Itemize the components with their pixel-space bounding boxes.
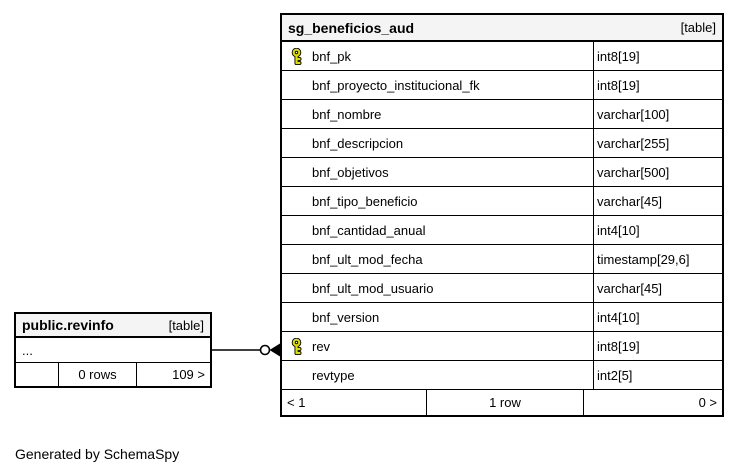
column-row: revtype int2[5] xyxy=(282,361,722,390)
column-name: bnf_descripcion xyxy=(312,135,404,151)
primary-key-icon xyxy=(291,47,312,65)
column-type: int2[5] xyxy=(597,367,633,383)
column-name: bnf_tipo_beneficio xyxy=(312,193,418,209)
column-row: bnf_nombre varchar[100] xyxy=(282,100,722,129)
column-type: varchar[100] xyxy=(597,106,670,122)
primary-key-icon xyxy=(291,280,312,297)
column-type-cell: varchar[45] xyxy=(593,274,722,302)
column-row: bnf_ult_mod_usuario varchar[45] xyxy=(282,274,722,303)
column-type: int4[10] xyxy=(597,222,640,238)
column-name-cell: bnf_nombre xyxy=(282,100,593,128)
column-type-cell: int8[19] xyxy=(593,332,722,360)
column-row: bnf_proyecto_institucional_fk int8[19] xyxy=(282,71,722,100)
column-row: bnf_version int4[10] xyxy=(282,303,722,332)
main-table-header: sg_beneficios_aud [table] xyxy=(282,15,722,42)
column-row: bnf_tipo_beneficio varchar[45] xyxy=(282,187,722,216)
rel-footer-row-count: 0 rows xyxy=(59,363,137,386)
primary-key-icon xyxy=(291,222,312,239)
column-name: bnf_objetivos xyxy=(312,164,389,180)
column-name-cell: bnf_cantidad_anual xyxy=(282,216,593,244)
rel-table-title[interactable]: public.revinfo xyxy=(22,317,114,333)
column-name: bnf_nombre xyxy=(312,106,382,122)
table-sg-beneficios-aud: sg_beneficios_aud [table] xyxy=(280,13,724,417)
column-type-cell: varchar[255] xyxy=(593,129,722,157)
main-footer-row-count: 1 row xyxy=(427,390,584,415)
column-type-cell: int8[19] xyxy=(593,71,722,99)
column-name-cell: bnf_pk xyxy=(282,42,593,70)
column-type: int4[10] xyxy=(597,309,640,325)
column-name-cell: bnf_descripcion xyxy=(282,129,593,157)
zero-or-one-circle xyxy=(259,344,271,356)
column-type-cell: int4[10] xyxy=(593,303,722,331)
column-type: varchar[45] xyxy=(597,193,663,209)
primary-key-icon xyxy=(291,164,312,181)
rel-table-type-tag: [table] xyxy=(168,317,204,333)
column-name-cell: bnf_objetivos xyxy=(282,158,593,186)
main-table-rows: bnf_pk int8[19] xyxy=(282,42,722,390)
column-name-cell: bnf_tipo_beneficio xyxy=(282,187,593,215)
column-name: bnf_pk xyxy=(312,48,352,64)
ellipsis-indicator: ... xyxy=(22,342,33,358)
column-row: bnf_objetivos varchar[500] xyxy=(282,158,722,187)
column-name-cell: bnf_ult_mod_fecha xyxy=(282,245,593,273)
column-type: int8[19] xyxy=(597,77,640,93)
fk-relationship-connector xyxy=(212,343,280,357)
column-name: bnf_proyecto_institucional_fk xyxy=(312,77,480,93)
column-name-cell: revtype xyxy=(282,361,593,389)
column-name-cell: bnf_ult_mod_usuario xyxy=(282,274,593,302)
column-name: bnf_version xyxy=(312,309,380,325)
primary-key-icon xyxy=(291,367,312,384)
main-table-type-tag: [table] xyxy=(680,20,716,35)
rel-table-collapsed-columns: ... xyxy=(16,338,210,363)
column-type-cell: varchar[100] xyxy=(593,100,722,128)
column-name: rev xyxy=(312,338,331,354)
column-type: int8[19] xyxy=(597,48,640,64)
column-row: bnf_ult_mod_fecha timestamp[29,6] xyxy=(282,245,722,274)
column-type-cell: timestamp[29,6] xyxy=(593,245,722,273)
column-name-cell: bnf_proyecto_institucional_fk xyxy=(282,71,593,99)
primary-key-icon xyxy=(291,193,312,210)
column-type-cell: int8[19] xyxy=(593,42,722,70)
column-name-cell: bnf_version xyxy=(282,303,593,331)
arrowhead-icon xyxy=(269,343,280,357)
rel-footer-parents-indicator: 109 > xyxy=(172,367,205,382)
rel-footer-children-indicator xyxy=(16,363,59,386)
rel-table-footer: 0 rows 109 > xyxy=(16,363,210,386)
column-name: bnf_cantidad_anual xyxy=(312,222,426,238)
primary-key-icon xyxy=(291,251,312,268)
column-type: int8[19] xyxy=(597,338,640,354)
column-type-cell: int4[10] xyxy=(593,216,722,244)
column-name-cell: rev xyxy=(282,332,593,360)
column-type: varchar[45] xyxy=(597,280,663,296)
primary-key-icon xyxy=(291,135,312,152)
primary-key-icon xyxy=(291,77,312,94)
table-public-revinfo: public.revinfo [table] ... 0 rows 109 > xyxy=(14,312,212,388)
main-table-footer: < 1 1 row 0 > xyxy=(282,390,722,415)
column-row: bnf_descripcion varchar[255] xyxy=(282,129,722,158)
column-type-cell: varchar[45] xyxy=(593,187,722,215)
primary-key-icon xyxy=(291,309,312,326)
column-row: bnf_cantidad_anual int4[10] xyxy=(282,216,722,245)
column-name: revtype xyxy=(312,367,355,383)
generated-by-note: Generated by SchemaSpy xyxy=(15,446,180,462)
main-footer-children-indicator: < 1 xyxy=(282,390,427,415)
column-name: bnf_ult_mod_usuario xyxy=(312,280,434,296)
main-footer-parents-indicator: 0 > xyxy=(698,395,717,410)
column-row: rev int8[19] xyxy=(282,332,722,361)
column-type-cell: varchar[500] xyxy=(593,158,722,186)
column-type: timestamp[29,6] xyxy=(597,251,690,267)
primary-key-icon xyxy=(291,337,312,355)
column-type: varchar[255] xyxy=(597,135,670,151)
primary-key-icon xyxy=(291,106,312,123)
column-type: varchar[500] xyxy=(597,164,670,180)
rel-table-header: public.revinfo [table] xyxy=(16,314,210,338)
column-type-cell: int2[5] xyxy=(593,361,722,389)
main-table-title[interactable]: sg_beneficios_aud xyxy=(288,19,415,36)
column-name: bnf_ult_mod_fecha xyxy=(312,251,423,267)
column-row: bnf_pk int8[19] xyxy=(282,42,722,71)
